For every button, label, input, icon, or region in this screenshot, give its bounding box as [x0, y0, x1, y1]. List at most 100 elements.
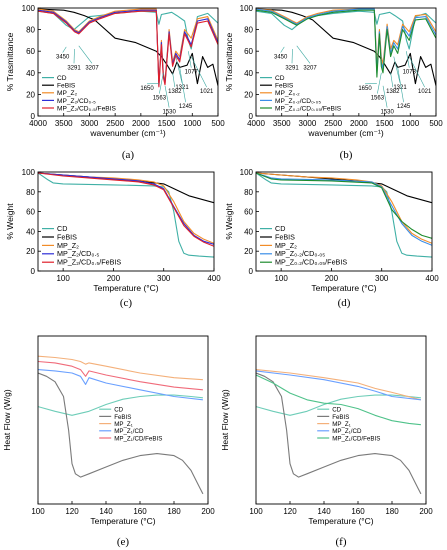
annotation-label: 3207	[85, 65, 99, 71]
chart-panel-3: 100 200 300 400 0 20 40 60 80 100 Temperature (°C)…	[5, 168, 221, 309]
x-tick-label: 160	[133, 507, 147, 516]
series-line-3	[38, 8, 218, 85]
y-tick-label: 40	[244, 69, 253, 78]
series-group	[38, 355, 204, 495]
x-tick-label: 200	[107, 274, 121, 283]
annotation-label: 1245	[397, 104, 411, 110]
x-axis-title: wavenumber (cm⁻¹)	[307, 128, 384, 138]
x-tick-label: 300	[375, 274, 389, 283]
y-tick-label: 100	[22, 4, 36, 13]
annotation-label: 1382	[168, 89, 182, 95]
series-line-3	[256, 8, 436, 68]
legend-entry-2: FeBIS	[275, 83, 294, 90]
legend-entry-1: CD	[275, 224, 285, 233]
chart-panel-2: 4000 3500 3000 2500 2000 1500 1000 500 0 20 40 60 80…	[224, 4, 443, 161]
y-tick-label: 20	[26, 247, 35, 256]
x-tick-label: 3500	[55, 119, 73, 128]
x-tick-label: 2000	[132, 119, 150, 128]
y-tick-label: 0	[31, 267, 36, 276]
y-tick-label: 80	[244, 26, 253, 35]
x-tick-label: 500	[211, 119, 225, 128]
legend-entry-1: CD	[275, 75, 285, 82]
y-tick-label: 40	[26, 69, 35, 78]
series-line-2	[256, 172, 432, 204]
y-tick-label: 60	[26, 47, 35, 56]
panel-label: (b)	[340, 149, 353, 161]
annotation-leader	[296, 45, 311, 64]
series-line-2	[38, 372, 204, 495]
series-line-5	[38, 172, 214, 247]
annotation-label: 1382	[386, 89, 400, 95]
y-tick-label: 0	[249, 267, 254, 276]
annotation-label: 3450	[274, 55, 288, 61]
annotation-label: 1077	[185, 70, 199, 76]
x-tick-label: 1500	[376, 119, 394, 128]
series-group	[256, 8, 436, 86]
series-group	[256, 369, 422, 495]
x-tick-label: 100	[274, 274, 288, 283]
plot-frame	[37, 335, 209, 505]
annotation-leader	[172, 72, 176, 88]
series-line-4	[256, 172, 432, 246]
x-tick-label: 1000	[401, 119, 419, 128]
series-line-2	[256, 8, 436, 86]
annotation-leader	[159, 72, 164, 94]
annotation-label: 3207	[303, 65, 317, 71]
annotation-leader	[188, 51, 192, 68]
annotation-label: 3291	[67, 65, 81, 71]
chart-panel-4: 100 200 300 400 0 20 40 60 80 100 Temperature (°C)…	[224, 168, 439, 309]
x-tick-label: 3000	[81, 119, 99, 128]
annotation-label: 3450	[56, 55, 70, 61]
x-tick-label: 2500	[106, 119, 124, 128]
panel-label: (c)	[120, 297, 133, 309]
legend-entry-3: MP_Z₀.₂	[275, 90, 300, 97]
x-tick-label: 400	[207, 274, 221, 283]
panel-label: (e)	[117, 536, 130, 548]
annotation-label: 1321	[175, 85, 189, 91]
series-line-5	[256, 9, 436, 78]
legend-entry-2: FeBIS	[57, 83, 76, 90]
y-axis-title: Heat Flow (W/g)	[220, 389, 230, 451]
x-tick-label: 2500	[324, 119, 342, 128]
x-tick-label: 160	[351, 507, 365, 516]
annotation-leader	[390, 72, 394, 88]
legend: CDFeBISMP_Z₂MP_Z₀.₂/CD₀.₀₅MP_Z₀.₂/CD₀.₀₅…	[260, 224, 347, 267]
y-tick-label: 20	[244, 247, 253, 256]
legend-entry-1: CD	[114, 407, 123, 414]
y-tick-label: 100	[240, 4, 254, 13]
legend-entry-4: MP_Z₂/CD₀.₅	[57, 98, 96, 105]
legend-entry-5: MP_Z₁/CD/FeBIS	[114, 435, 162, 442]
series-line-2	[256, 372, 422, 495]
plot-frame	[37, 7, 219, 117]
chart-panel-5: 100 120 140 160 180 200 Temperature (°C) Heat F…	[2, 335, 215, 548]
series-line-5	[38, 10, 218, 88]
legend-entry-3: MP_Z₂	[57, 241, 79, 250]
x-tick-label: 400	[425, 274, 439, 283]
plot-frame	[255, 7, 437, 117]
legend-entry-2: FeBIS	[57, 232, 77, 241]
x-tick-label: 100	[249, 507, 263, 516]
chart-panel-1: 4000 3500 3000 2500 2000 1500 1000 500 0 20 40 60 80…	[5, 4, 225, 161]
annotation-leader	[393, 56, 401, 83]
x-tick-label: 4000	[29, 119, 47, 128]
y-axis-title: Heat Flow (W/g)	[2, 389, 12, 451]
series-line-4	[38, 172, 214, 245]
series-group	[256, 172, 432, 258]
series-line-1	[38, 10, 218, 50]
x-tick-label: 1500	[158, 119, 176, 128]
x-tick-label: 2000	[350, 119, 368, 128]
legend: CDFeBISMP_Z₀.₂MP_Z₀.₂/CD₀.₀₅MP_Z₀.₂/CD₀.…	[260, 75, 342, 112]
legend-entry-1: CD	[57, 75, 67, 82]
annotation-leader	[164, 85, 170, 108]
plot-frame	[255, 171, 433, 272]
x-tick-label: 140	[99, 507, 113, 516]
x-tick-label: 200	[201, 507, 215, 516]
x-tick-label: 140	[317, 507, 331, 516]
series-line-5	[38, 360, 203, 391]
annotation-label: 1021	[418, 89, 432, 95]
annotation-leader	[62, 46, 67, 53]
annotation-label: 1245	[179, 104, 193, 110]
